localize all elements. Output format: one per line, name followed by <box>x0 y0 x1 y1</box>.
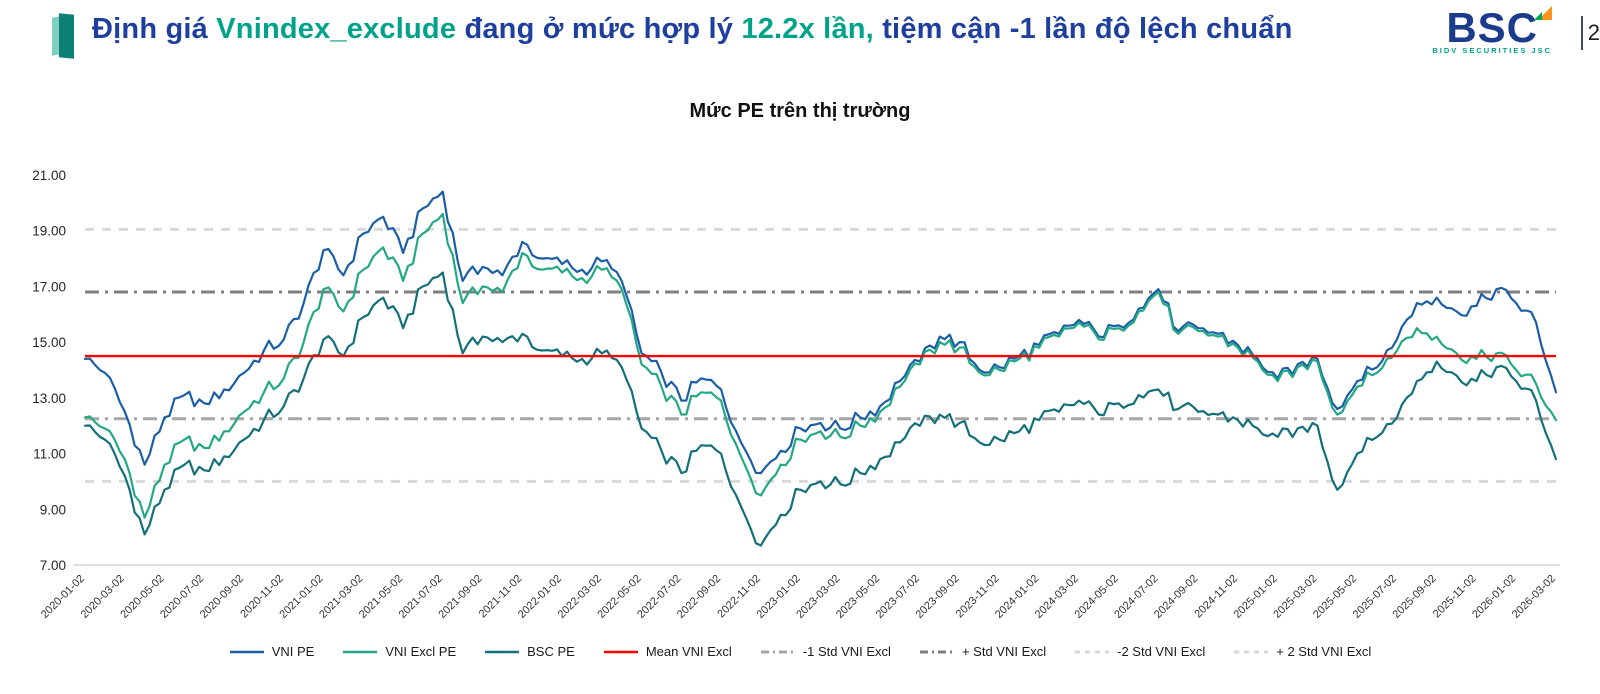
y-tick-label: 15.00 <box>32 335 66 350</box>
legend-marker-vni-pe <box>229 650 264 653</box>
vni-pe-line <box>83 190 1558 475</box>
slide-title-segment: Định giá <box>92 13 217 45</box>
pe-chart: 7.00 9.00 11.00 13.00 15.00 17.00 19.00 21.00 20… <box>0 130 1600 642</box>
chart-title: Mức PE trên thị trường <box>689 100 911 122</box>
y-tick-label: 7.00 <box>40 558 66 573</box>
page-number-divider <box>1580 16 1583 50</box>
slide-title-segment: Vnindex_exclude <box>216 13 465 45</box>
legend-label: Mean VNI Excl <box>645 644 732 659</box>
legend-marker-vni-excl-pe <box>343 650 378 653</box>
legend-item-2-std-vni-excl: + 2 Std VNI Excl <box>1233 644 1371 659</box>
legend-label: BSC PE <box>527 644 575 659</box>
legend-item-vni-pe: VNI PE <box>229 644 315 659</box>
legend-marker-2-std-vni-excl <box>1075 650 1110 653</box>
legend-marker-1-std-vni-excl <box>760 650 795 653</box>
legend-item-bsc-pe: BSC PE <box>484 644 575 659</box>
legend-marker-std-vni-excl <box>919 650 954 653</box>
legend-item-2-std-vni-excl: -2 Std VNI Excl <box>1074 644 1205 659</box>
legend-item-mean-vni-excl: Mean VNI Excl <box>603 644 732 659</box>
bsc-logo-subtext: BIDV SECURITIES JSC <box>1432 46 1552 55</box>
slide-title-segment: 12.2x lần, <box>741 13 883 45</box>
pe-chart-canvas: 7.009.0011.0013.0015.0017.0019.0021.0020… <box>32 168 1560 621</box>
legend-item-vni-excl-pe: VNI Excl PE <box>342 644 456 659</box>
bsc-pe-line <box>83 271 1558 547</box>
vni-excl-pe-line <box>83 212 1558 519</box>
title-accent-icon <box>52 13 78 59</box>
legend-label: + 2 Std VNI Excl <box>1276 644 1372 659</box>
legend-item-std-vni-excl: + Std VNI Excl <box>919 644 1046 659</box>
y-tick-label: 13.00 <box>32 391 66 406</box>
bsc-logo-arrow-icon <box>1534 6 1552 20</box>
y-tick-label: 11.00 <box>33 447 66 462</box>
bsc-logo-text: BSC <box>1446 4 1538 51</box>
slide-title: Định giá Vnindex_exclude đang ở mức hợp … <box>92 13 1293 46</box>
chart-legend: VNI PE VNI Excl PE BSC PE Mean VNI Excl -1 S… <box>0 644 1600 659</box>
y-tick-label: 21.00 <box>32 168 66 183</box>
y-tick-label: 17.00 <box>32 279 66 294</box>
page-number-block: 2 <box>1580 16 1600 50</box>
slide-header: Định giá Vnindex_exclude đang ở mức hợp … <box>0 0 1600 80</box>
legend-label: VNI Excl PE <box>385 644 457 659</box>
slide-title-segment: tiệm cận -1 lần độ lệch chuẩn <box>882 13 1293 45</box>
y-tick-label: 9.00 <box>40 502 66 517</box>
legend-marker-bsc-pe <box>485 650 520 653</box>
title-accent-bar-dark <box>59 13 74 59</box>
bsc-logo: BSC BIDV SECURITIES JSC <box>1432 6 1552 55</box>
y-tick-label: 19.00 <box>32 224 66 239</box>
slide-title-segment: đang ở mức hợp lý <box>464 13 742 45</box>
legend-label: -1 Std VNI Excl <box>802 644 891 659</box>
legend-label: VNI PE <box>271 644 315 659</box>
legend-item-1-std-vni-excl: -1 Std VNI Excl <box>760 644 891 659</box>
legend-marker-2-std-vni-excl <box>1234 650 1269 653</box>
page-number: 2 <box>1587 20 1600 45</box>
legend-label: -2 Std VNI Excl <box>1117 644 1206 659</box>
legend-marker-mean-vni-excl <box>603 650 638 653</box>
legend-label: + Std VNI Excl <box>961 644 1047 659</box>
